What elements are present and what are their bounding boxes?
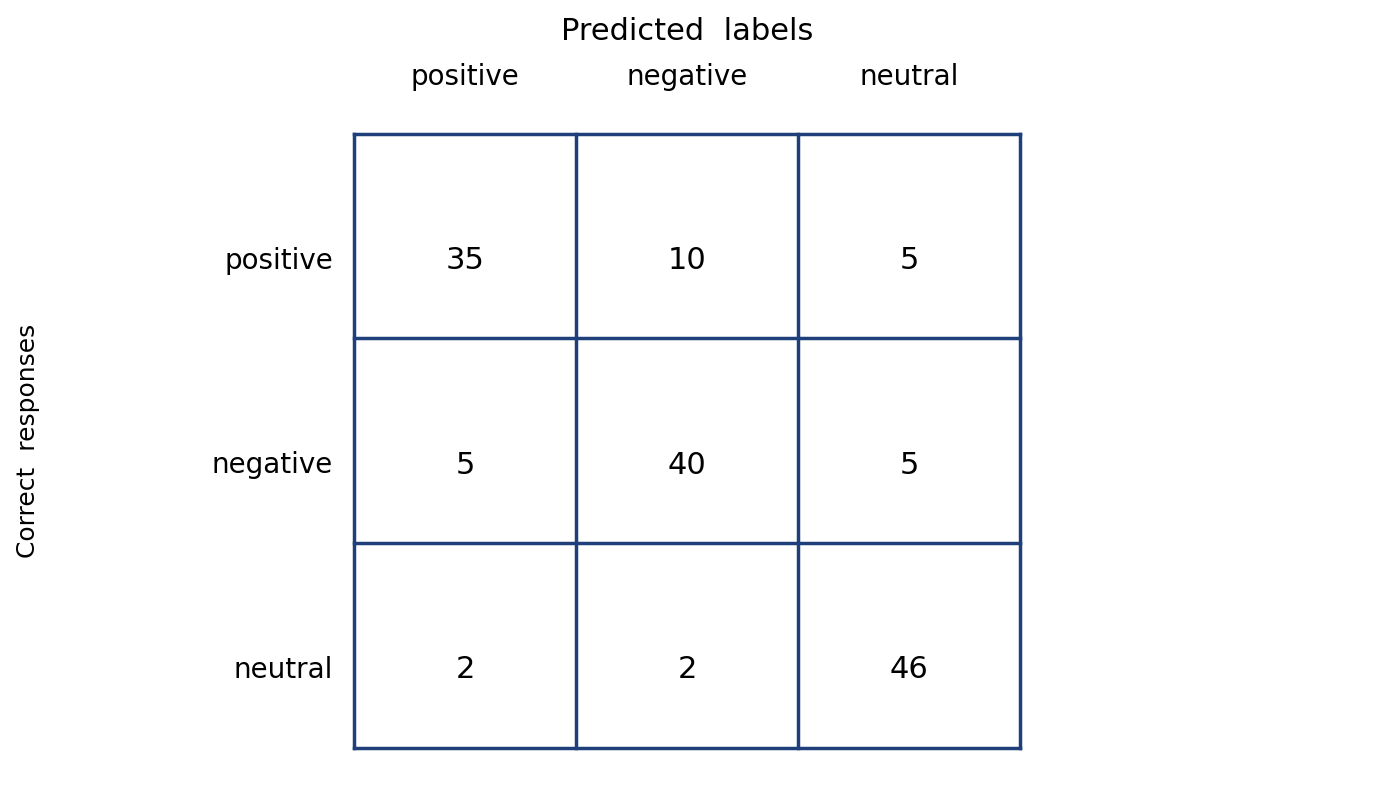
Text: 46: 46 [890,656,929,685]
Text: 5: 5 [455,451,475,480]
Text: 5: 5 [899,246,919,275]
Text: neutral: neutral [859,62,959,91]
Text: Predicted  labels: Predicted labels [561,17,813,46]
Text: 35: 35 [446,246,484,275]
Text: 40: 40 [668,451,706,480]
Text: 10: 10 [668,246,706,275]
Text: 2: 2 [455,656,475,685]
Text: 2: 2 [677,656,697,685]
Text: negative: negative [212,451,333,479]
Text: positive: positive [225,246,333,275]
Text: 5: 5 [899,451,919,480]
Text: positive: positive [411,62,519,91]
Text: neutral: neutral [233,656,333,684]
Text: Correct  responses: Correct responses [15,323,40,558]
Text: negative: negative [626,62,748,91]
